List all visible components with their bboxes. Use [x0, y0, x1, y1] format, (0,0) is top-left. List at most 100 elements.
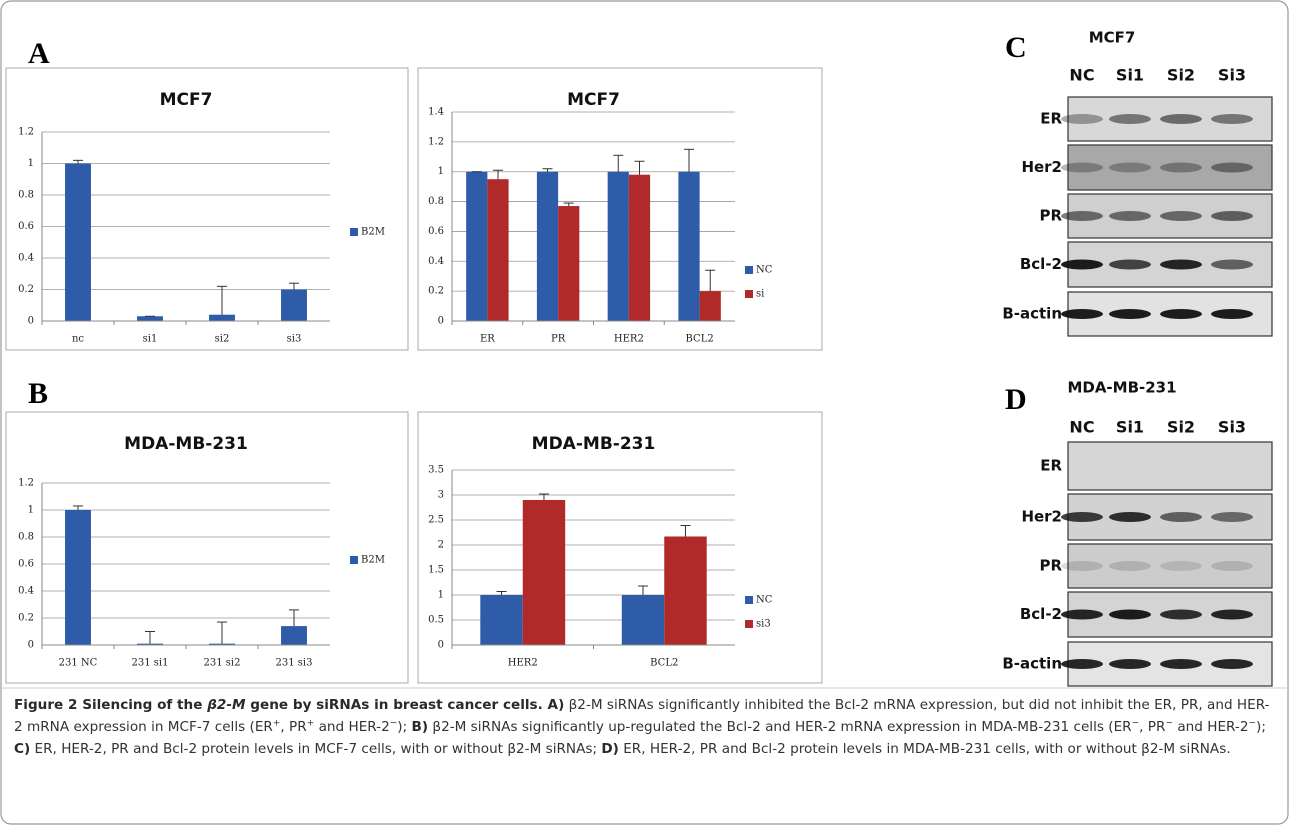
y-tick-label: 0.2 — [18, 613, 34, 624]
row-label: B-actin — [1002, 655, 1062, 673]
legend-swatch — [745, 266, 753, 274]
y-tick-label: 0.4 — [18, 586, 34, 597]
blot-band — [1211, 512, 1253, 522]
blot-band — [1211, 162, 1253, 173]
legend-label: NC — [756, 265, 773, 276]
blot-band — [1061, 211, 1103, 221]
bar — [628, 174, 651, 321]
y-tick-label: 0.8 — [428, 196, 444, 207]
blot-band — [1160, 512, 1202, 522]
row-label: Her2 — [1021, 158, 1062, 176]
chart-title: MDA-MB-231 — [124, 434, 248, 454]
legend-label: B2M — [361, 555, 385, 566]
y-tick-label: 1.2 — [18, 478, 34, 489]
blot-band — [1061, 162, 1103, 173]
y-tick-label: 1 — [28, 158, 34, 169]
bar — [536, 171, 559, 321]
blot-band — [1061, 114, 1103, 124]
blot-band — [1211, 114, 1253, 124]
y-tick-label: 0 — [438, 316, 444, 327]
blot-band — [1061, 609, 1103, 620]
bar — [607, 171, 629, 321]
panel-label: D — [1005, 383, 1027, 416]
blot-band — [1109, 512, 1151, 522]
bar — [65, 163, 91, 321]
bar — [558, 206, 580, 321]
caption-run: D) — [601, 741, 619, 757]
bar — [281, 289, 307, 321]
chart-title: MDA-MB-231 — [532, 434, 656, 454]
y-tick-label: 0.6 — [18, 559, 34, 570]
blot-strip — [1067, 144, 1273, 191]
x-tick-label: HER2 — [614, 334, 644, 345]
x-tick-label: 231 si2 — [204, 658, 241, 669]
caption-run: gene by siRNAs in breast cancer cells. — [245, 697, 543, 713]
caption-run: , PR — [1139, 719, 1166, 735]
bar — [209, 314, 235, 321]
lane-label: Si3 — [1218, 418, 1246, 437]
lane-label: NC — [1069, 418, 1094, 437]
caption-run: C) — [14, 741, 31, 757]
y-tick-label: 1.2 — [18, 127, 34, 138]
x-tick-label: BCL2 — [650, 658, 678, 669]
blot-band — [1211, 259, 1253, 270]
chart-title: MCF7 — [160, 90, 213, 110]
lane-label: Si3 — [1218, 66, 1246, 85]
blot-band — [1061, 561, 1103, 571]
blot-band — [1160, 309, 1202, 319]
blot-band — [1109, 114, 1151, 124]
caption-run: ); — [397, 719, 412, 735]
y-tick-label: 0.2 — [18, 284, 34, 295]
y-tick-label: 2.5 — [428, 515, 444, 526]
lane-label: NC — [1069, 66, 1094, 85]
row-label: Bcl-2 — [1020, 605, 1062, 623]
legend-label: si — [756, 289, 764, 300]
y-tick-label: 0.5 — [428, 615, 444, 626]
x-tick-label: si2 — [215, 334, 230, 345]
x-tick-label: HER2 — [508, 658, 538, 669]
bar — [678, 171, 700, 321]
lane-label: Si2 — [1167, 66, 1195, 85]
legend-label: si3 — [756, 619, 771, 630]
panel-label: C — [1005, 31, 1027, 64]
blot-band — [1061, 659, 1103, 669]
legend-label: NC — [756, 595, 773, 606]
bar — [480, 595, 523, 645]
row-label: ER — [1040, 110, 1062, 128]
caption-run: + — [306, 718, 315, 729]
x-tick-label: si3 — [287, 334, 302, 345]
row-label: Bcl-2 — [1020, 255, 1062, 273]
x-tick-label: ER — [480, 334, 495, 345]
blot-band — [1211, 659, 1253, 669]
y-tick-label: 0.4 — [18, 253, 34, 264]
y-tick-label: 0 — [438, 640, 444, 651]
x-tick-label: PR — [551, 334, 566, 345]
y-tick-label: 1.2 — [428, 136, 444, 147]
row-label: PR — [1039, 557, 1062, 575]
bar — [699, 291, 721, 321]
caption-run: β2-M siRNAs significantly inhibited the … — [14, 697, 1270, 735]
blot-band — [1160, 259, 1202, 270]
caption-run: and HER-2 — [314, 719, 390, 735]
blot-title: MDA-MB-231 — [1067, 379, 1176, 397]
row-label: ER — [1040, 457, 1062, 475]
lane-label: Si2 — [1167, 418, 1195, 437]
caption-run: A) — [542, 697, 565, 713]
x-tick-label: 231 si1 — [132, 658, 169, 669]
y-tick-label: 3 — [438, 490, 444, 501]
blot-band — [1160, 609, 1202, 620]
y-tick-label: 0.6 — [428, 226, 444, 237]
y-tick-label: 0.8 — [18, 532, 34, 543]
bar — [522, 500, 566, 645]
y-tick-label: 1.4 — [428, 107, 444, 118]
bar — [621, 595, 665, 645]
x-tick-label: 231 si3 — [276, 658, 313, 669]
blot-band — [1109, 561, 1151, 571]
y-tick-label: 1 — [438, 590, 444, 601]
lane-label: Si1 — [1116, 66, 1144, 85]
blot-title: MCF7 — [1089, 29, 1136, 47]
blot-band — [1160, 659, 1202, 669]
caption-run: − — [1248, 718, 1257, 729]
